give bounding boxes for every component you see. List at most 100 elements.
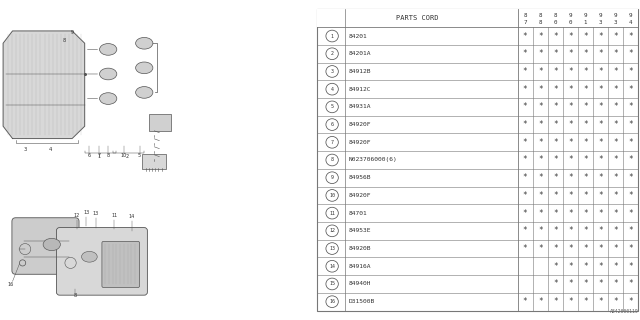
Text: *: *: [523, 85, 527, 94]
Text: *: *: [598, 244, 603, 253]
Text: 4: 4: [629, 20, 632, 25]
Text: 10: 10: [121, 153, 127, 158]
Text: *: *: [553, 173, 557, 182]
Ellipse shape: [136, 37, 153, 49]
Text: A842000119: A842000119: [610, 308, 638, 314]
Text: *: *: [538, 297, 543, 306]
Text: *: *: [628, 244, 633, 253]
Text: *: *: [553, 85, 557, 94]
Text: 9: 9: [569, 12, 572, 18]
Text: *: *: [613, 226, 618, 235]
Text: *: *: [583, 173, 588, 182]
Text: *: *: [583, 156, 588, 164]
Text: *: *: [583, 297, 588, 306]
Text: 8: 8: [524, 12, 527, 18]
Text: *: *: [613, 209, 618, 218]
Text: *: *: [598, 120, 603, 129]
Text: *: *: [598, 156, 603, 164]
Text: *: *: [613, 262, 618, 271]
Text: *: *: [523, 156, 527, 164]
Ellipse shape: [100, 44, 117, 55]
Text: *: *: [598, 226, 603, 235]
Text: *: *: [568, 120, 573, 129]
Text: *: *: [568, 226, 573, 235]
Text: 13: 13: [83, 210, 90, 215]
Text: *: *: [613, 191, 618, 200]
Text: 4: 4: [49, 147, 52, 152]
Text: *: *: [613, 244, 618, 253]
Ellipse shape: [100, 68, 117, 80]
Text: *: *: [538, 191, 543, 200]
Text: *: *: [568, 85, 573, 94]
Text: 1: 1: [97, 155, 100, 159]
Text: *: *: [613, 138, 618, 147]
Text: *: *: [523, 173, 527, 182]
Text: *: *: [538, 244, 543, 253]
Text: *: *: [568, 297, 573, 306]
Text: *: *: [613, 173, 618, 182]
Text: *: *: [523, 120, 527, 129]
Text: *: *: [628, 209, 633, 218]
Text: *: *: [568, 102, 573, 111]
Text: *: *: [568, 49, 573, 58]
Text: *: *: [523, 49, 527, 58]
Text: *: *: [553, 279, 557, 288]
Text: *: *: [628, 156, 633, 164]
Text: 13: 13: [93, 211, 99, 216]
Text: *: *: [583, 279, 588, 288]
Text: 9: 9: [629, 12, 632, 18]
Text: 9: 9: [614, 12, 618, 18]
Text: *: *: [568, 191, 573, 200]
Text: *: *: [613, 156, 618, 164]
Text: 16: 16: [329, 299, 335, 304]
Text: 8: 8: [74, 293, 77, 298]
Text: 2: 2: [331, 51, 333, 56]
Text: 84920B: 84920B: [349, 246, 371, 251]
Text: *: *: [613, 297, 618, 306]
FancyBboxPatch shape: [102, 241, 140, 287]
Text: *: *: [583, 102, 588, 111]
Text: 8: 8: [538, 12, 542, 18]
Text: *: *: [613, 67, 618, 76]
Text: 8: 8: [107, 153, 109, 158]
Polygon shape: [3, 31, 84, 139]
Text: *: *: [598, 209, 603, 218]
Text: *: *: [523, 297, 527, 306]
Text: 84201A: 84201A: [349, 51, 371, 56]
Text: 84201: 84201: [349, 34, 367, 38]
Text: 3: 3: [599, 20, 602, 25]
Text: *: *: [628, 67, 633, 76]
Text: *: *: [598, 138, 603, 147]
Text: 1: 1: [584, 20, 588, 25]
Text: *: *: [538, 85, 543, 94]
Text: 12: 12: [74, 213, 80, 218]
Text: 10: 10: [329, 193, 335, 198]
Text: 8: 8: [331, 157, 333, 163]
Text: *: *: [583, 67, 588, 76]
Text: 84956B: 84956B: [349, 175, 371, 180]
Text: 8: 8: [538, 20, 542, 25]
Text: *: *: [523, 67, 527, 76]
Text: *: *: [553, 297, 557, 306]
Text: 5: 5: [331, 104, 333, 109]
Ellipse shape: [136, 87, 153, 98]
Text: *: *: [583, 49, 588, 58]
Text: *: *: [553, 102, 557, 111]
Text: 1: 1: [331, 34, 333, 38]
Text: 84940H: 84940H: [349, 282, 371, 286]
Text: 5: 5: [138, 153, 141, 158]
Text: *: *: [538, 209, 543, 218]
Text: *: *: [568, 138, 573, 147]
Text: *: *: [583, 262, 588, 271]
Text: *: *: [613, 279, 618, 288]
Text: 84912C: 84912C: [349, 87, 371, 92]
Text: *: *: [583, 209, 588, 218]
Text: 84912B: 84912B: [349, 69, 371, 74]
FancyBboxPatch shape: [56, 228, 147, 295]
Text: 84953E: 84953E: [349, 228, 371, 233]
Text: *: *: [583, 226, 588, 235]
Text: *: *: [538, 226, 543, 235]
Text: *: *: [523, 32, 527, 41]
Text: *: *: [583, 191, 588, 200]
Text: *: *: [613, 85, 618, 94]
